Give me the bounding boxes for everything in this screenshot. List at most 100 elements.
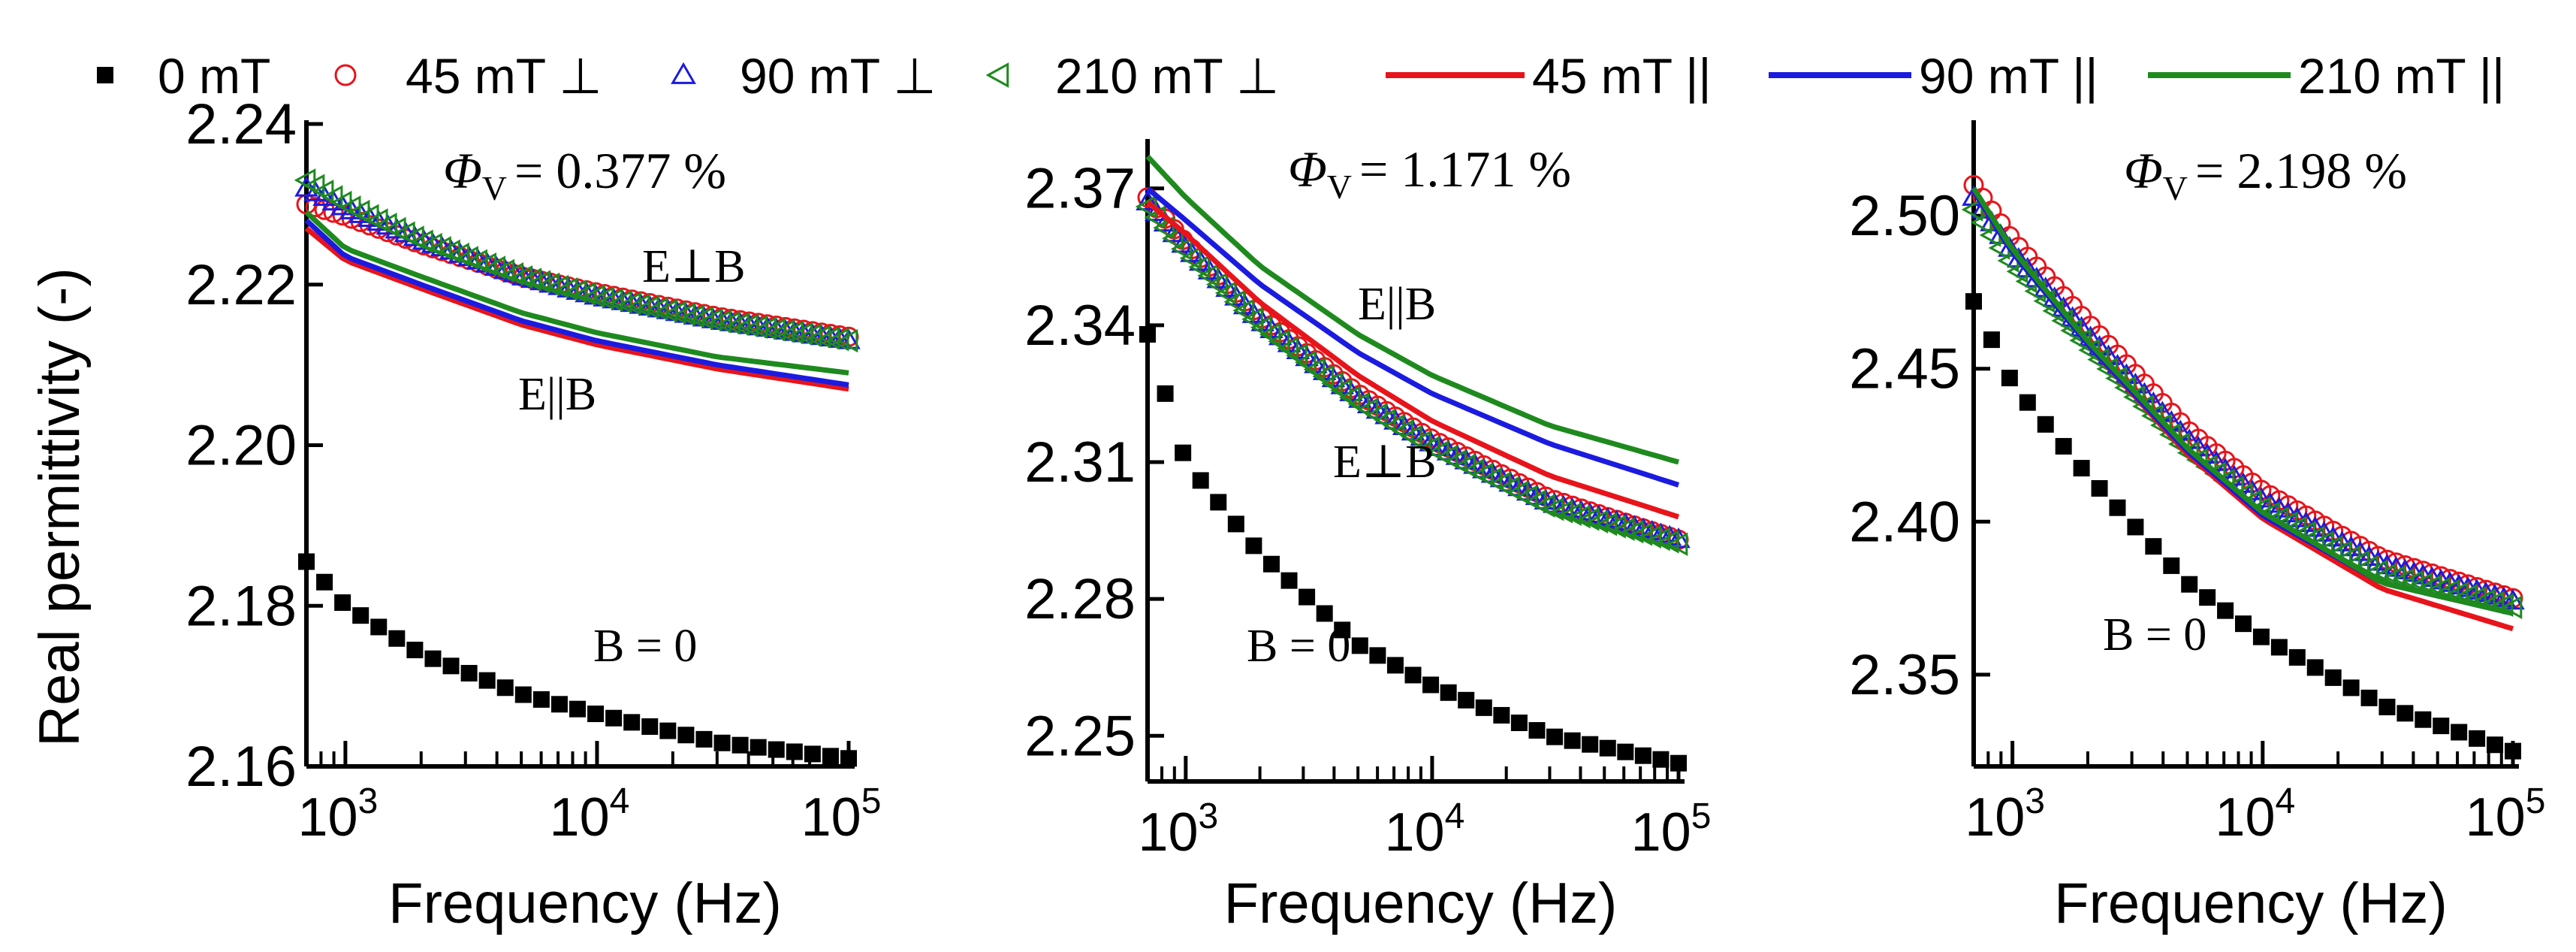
y-tick-label: 2.20 <box>186 414 297 478</box>
b-zero-annotation: B = 0 <box>593 621 697 672</box>
data-point <box>1386 657 1404 674</box>
data-point <box>1617 743 1634 760</box>
legend-item: 0 mT <box>97 48 270 104</box>
data-point <box>2384 565 2406 590</box>
data-point <box>637 295 659 319</box>
data-point <box>1542 497 1564 521</box>
phi-symbol: Φ <box>443 142 482 199</box>
data-point <box>1227 515 1244 533</box>
data-point <box>809 325 831 349</box>
legend-label: 45 mT || <box>1532 48 1711 104</box>
data-point <box>1604 515 1626 539</box>
data-point <box>1312 364 1334 388</box>
data-point <box>1259 322 1281 346</box>
data-point <box>728 312 750 337</box>
data-point <box>804 745 821 763</box>
data-point <box>2163 557 2180 574</box>
data-point <box>412 229 433 254</box>
data-point <box>583 284 605 309</box>
data-point <box>460 664 478 682</box>
data-point <box>502 261 524 286</box>
data-point <box>1334 621 1351 639</box>
data-point <box>439 239 460 264</box>
data-point <box>1612 517 1635 542</box>
data-point <box>1188 255 1210 280</box>
phi-annotation: ΦV = 1.171 % <box>1288 141 1571 206</box>
legend-label: 45 mT ⊥ <box>406 48 602 104</box>
legend-marker <box>334 64 357 86</box>
phi-symbol: Φ <box>1288 141 1327 198</box>
data-point <box>1551 500 1573 524</box>
data-point <box>334 594 351 611</box>
y-tick-label: 2.35 <box>1849 643 1960 707</box>
data-point <box>1277 336 1299 361</box>
data-point <box>1294 350 1317 375</box>
legend-item: 45 mT ⊥ <box>334 48 602 104</box>
data-point <box>674 302 695 327</box>
data-point <box>294 176 318 197</box>
data-point <box>836 328 858 353</box>
data-point <box>2127 518 2144 536</box>
data-point <box>827 327 849 352</box>
data-point <box>701 308 722 332</box>
data-point <box>2451 724 2468 741</box>
data-point <box>1582 736 1599 753</box>
data-point <box>1180 241 1204 262</box>
y-tick-label: 2.16 <box>186 735 297 799</box>
data-point <box>1586 509 1609 533</box>
legend-item: 90 mT || <box>1769 48 2098 104</box>
data-point <box>1422 676 1440 694</box>
data-point <box>1404 666 1422 684</box>
data-point <box>1223 289 1246 314</box>
data-point <box>2469 730 2486 747</box>
data-point <box>2419 574 2442 599</box>
data-point <box>1250 315 1272 340</box>
data-point <box>713 734 731 751</box>
data-point <box>683 304 704 328</box>
plot-area <box>1961 174 2525 760</box>
x-tick-label: 103 <box>1965 781 2045 848</box>
data-point <box>303 180 327 201</box>
data-point <box>448 242 469 267</box>
data-point <box>623 714 641 731</box>
data-point <box>1170 237 1193 261</box>
data-point <box>605 709 623 727</box>
data-point <box>1961 198 1983 222</box>
data-point <box>2252 628 2270 645</box>
data-point <box>1595 512 1618 536</box>
b-zero-annotation: B = 0 <box>2103 609 2206 660</box>
data-point <box>768 741 785 758</box>
data-point <box>1652 751 1670 768</box>
data-point <box>1510 714 1528 731</box>
data-point <box>2055 437 2072 455</box>
data-point <box>1232 298 1254 322</box>
data-point <box>1639 524 1661 549</box>
plot-area <box>294 168 861 767</box>
data-point <box>646 297 668 322</box>
y-tick-label: 2.50 <box>1849 184 1960 248</box>
series-markers <box>1962 185 2525 610</box>
data-point <box>1192 472 1209 489</box>
series-line <box>1145 186 1680 488</box>
data-point <box>1965 293 1982 310</box>
data-point <box>316 573 333 591</box>
x-tick-label-base: 10 <box>550 787 610 848</box>
data-point <box>601 288 623 312</box>
data-point <box>1560 502 1582 526</box>
series-line <box>1971 189 2514 616</box>
data-point <box>1286 343 1308 367</box>
data-point <box>529 270 551 294</box>
data-point <box>1369 647 1386 664</box>
series-markers <box>1961 198 2523 620</box>
data-point <box>2235 615 2252 633</box>
data-point <box>2181 576 2198 593</box>
data-point <box>1475 699 1492 716</box>
data-point <box>1175 444 1192 461</box>
legend-item: 210 mT ⊥ <box>985 48 1279 104</box>
data-point <box>1205 272 1228 297</box>
data-point <box>550 696 568 713</box>
data-point <box>370 618 388 636</box>
y-tick-label: 2.22 <box>186 253 297 317</box>
data-point <box>2288 648 2306 666</box>
